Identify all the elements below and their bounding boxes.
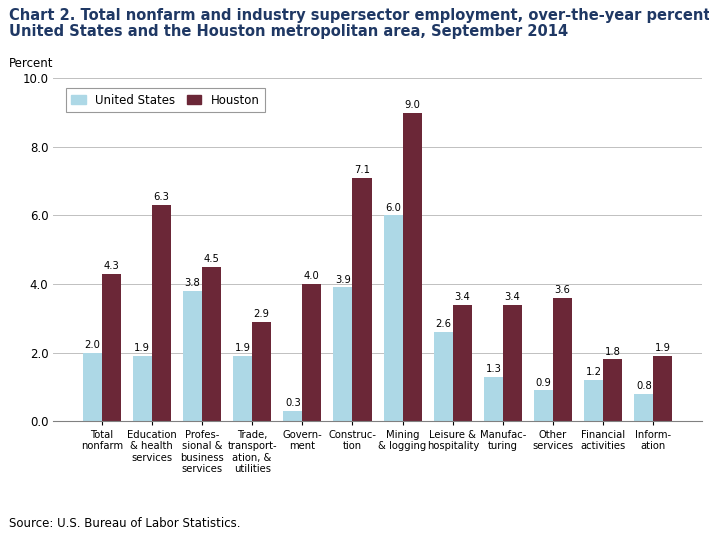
Bar [654,356,672,421]
Bar [403,112,422,421]
Text: 4.5: 4.5 [203,254,220,264]
Bar [635,394,654,421]
Bar [352,178,372,421]
Bar [284,411,302,421]
Bar [101,274,121,421]
Bar [202,267,221,421]
Text: 2.6: 2.6 [435,319,451,329]
Text: 1.9: 1.9 [235,343,251,353]
Bar [584,380,603,421]
Text: 1.8: 1.8 [605,347,620,357]
Text: United States and the Houston metropolitan area, September 2014: United States and the Houston metropolit… [9,24,569,39]
Text: Source: U.S. Bureau of Labor Statistics.: Source: U.S. Bureau of Labor Statistics. [9,517,241,530]
Text: 0.8: 0.8 [636,381,652,391]
Text: 1.9: 1.9 [655,343,671,353]
Text: 3.4: 3.4 [454,292,470,302]
Bar [133,356,152,421]
Bar [603,360,623,421]
Text: 1.9: 1.9 [134,343,150,353]
Text: 0.3: 0.3 [285,398,301,408]
Text: 0.9: 0.9 [535,377,552,388]
Text: 1.3: 1.3 [486,364,501,374]
Text: 6.3: 6.3 [153,192,169,202]
Text: 3.4: 3.4 [505,292,520,302]
Text: 4.3: 4.3 [104,261,119,271]
Bar [252,322,272,421]
Bar [152,205,171,421]
Text: Chart 2. Total nonfarm and industry supersector employment, over-the-year percen: Chart 2. Total nonfarm and industry supe… [9,8,709,23]
Text: 7.1: 7.1 [354,165,370,175]
Text: 9.0: 9.0 [404,100,420,110]
Bar [233,356,252,421]
Bar [453,305,471,421]
Bar [484,376,503,421]
Bar [434,332,453,421]
Text: 1.2: 1.2 [586,367,602,377]
Bar [503,305,522,421]
Text: Percent: Percent [9,57,54,70]
Legend: United States, Houston: United States, Houston [65,87,265,112]
Bar [384,215,403,421]
Text: 3.8: 3.8 [184,278,201,288]
Bar [302,284,321,421]
Text: 6.0: 6.0 [385,202,401,213]
Bar [553,298,572,421]
Bar [333,287,352,421]
Bar [534,390,553,421]
Text: 2.9: 2.9 [254,309,269,319]
Text: 3.9: 3.9 [335,275,351,285]
Text: 3.6: 3.6 [554,285,571,295]
Bar [183,291,202,421]
Text: 4.0: 4.0 [304,271,320,281]
Text: 2.0: 2.0 [84,340,100,350]
Bar [83,353,101,421]
